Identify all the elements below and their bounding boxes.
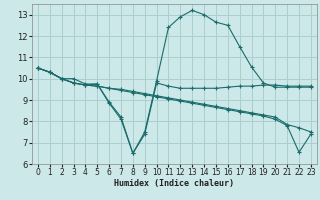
X-axis label: Humidex (Indice chaleur): Humidex (Indice chaleur) xyxy=(115,179,234,188)
